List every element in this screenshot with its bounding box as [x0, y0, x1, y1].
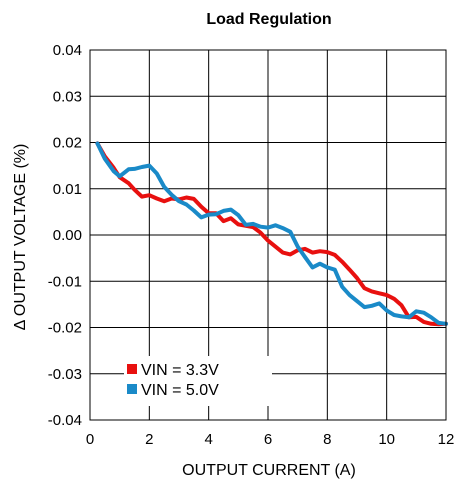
- x-tick-label: 4: [204, 431, 212, 448]
- y-tick-label: -0.04: [48, 412, 82, 429]
- legend-swatch-2: [127, 384, 137, 394]
- x-tick-label: 12: [438, 431, 455, 448]
- y-tick-label: 0.00: [53, 227, 82, 244]
- y-tick-label: 0.02: [53, 135, 82, 152]
- chart-title: Load Regulation: [206, 11, 331, 28]
- legend-label-2: VIN = 5.0V: [141, 382, 219, 399]
- y-tick-label: -0.01: [48, 273, 82, 290]
- y-tick-label: 0.03: [53, 88, 82, 105]
- legend-label-1: VIN = 3.3V: [141, 362, 219, 379]
- x-tick-label: 2: [145, 431, 153, 448]
- y-tick-label: -0.03: [48, 366, 82, 383]
- x-tick-label: 8: [323, 431, 331, 448]
- x-axis-label: OUTPUT CURRENT (A): [182, 462, 356, 479]
- series-line-2: [95, 141, 448, 326]
- y-tick-label: -0.02: [48, 320, 82, 337]
- x-tick-label: 0: [86, 431, 94, 448]
- x-tick-label: 6: [264, 431, 272, 448]
- legend-swatch-1: [127, 364, 137, 374]
- series-line-1: [95, 141, 448, 327]
- y-tick-label: 0.01: [53, 181, 82, 198]
- x-tick-label: 10: [378, 431, 395, 448]
- legend-background: [124, 356, 272, 406]
- legend: VIN = 3.3V VIN = 5.0V: [124, 356, 272, 406]
- y-tick-label: 0.04: [53, 42, 82, 59]
- plot-frame: [89, 49, 447, 421]
- tick-labels: 0 2 4 6 8 10 12 -0.04 -0.03 -0.02 -0.01 0.00 0.01 0.0…: [48, 42, 455, 448]
- y-axis-label: Δ OUTPUT VOLTAGE (%): [12, 144, 29, 331]
- data-series: [95, 141, 448, 327]
